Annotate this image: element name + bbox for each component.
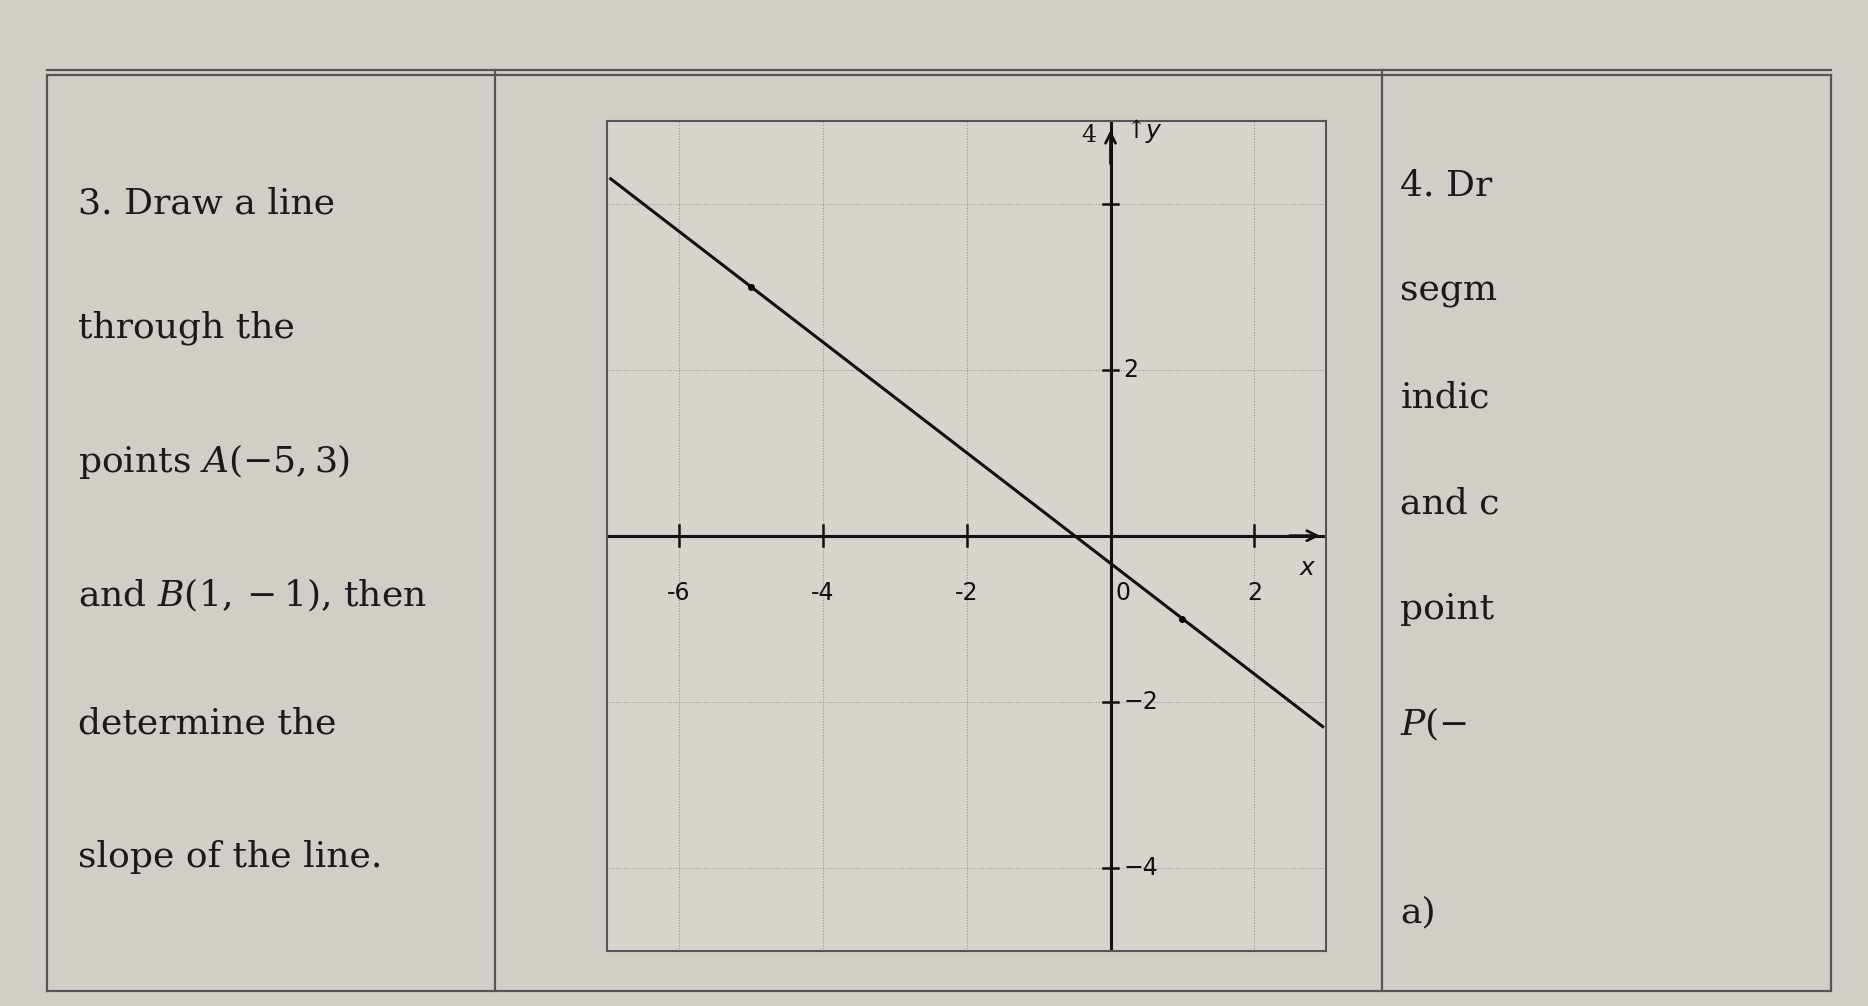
Text: 0: 0 (1115, 581, 1130, 606)
Text: segm: segm (1401, 275, 1498, 308)
Text: determine the: determine the (78, 707, 336, 741)
Text: point: point (1401, 592, 1494, 626)
Text: points $A(-5,3)$: points $A(-5,3)$ (78, 442, 351, 481)
Text: 4: 4 (1082, 124, 1097, 147)
Text: $x$: $x$ (1300, 557, 1317, 580)
Text: ↑$y$: ↑$y$ (1125, 117, 1164, 145)
Text: −4: −4 (1123, 856, 1158, 879)
Text: 2: 2 (1123, 358, 1138, 381)
Text: -6: -6 (667, 581, 691, 606)
Text: and c: and c (1401, 486, 1500, 520)
Text: through the: through the (78, 311, 295, 345)
Text: slope of the line.: slope of the line. (78, 840, 383, 874)
Text: and $B(1,-1)$, then: and $B(1,-1)$, then (78, 576, 428, 614)
Text: 2: 2 (1246, 581, 1263, 606)
Text: indic: indic (1401, 380, 1491, 414)
Text: a): a) (1401, 895, 1436, 930)
Text: -4: -4 (811, 581, 835, 606)
Text: 3. Draw a line: 3. Draw a line (78, 187, 334, 221)
Text: −2: −2 (1123, 690, 1158, 713)
Text: $P(-$: $P(-$ (1401, 705, 1468, 742)
Text: -2: -2 (955, 581, 979, 606)
Text: 4. Dr: 4. Dr (1401, 168, 1493, 202)
